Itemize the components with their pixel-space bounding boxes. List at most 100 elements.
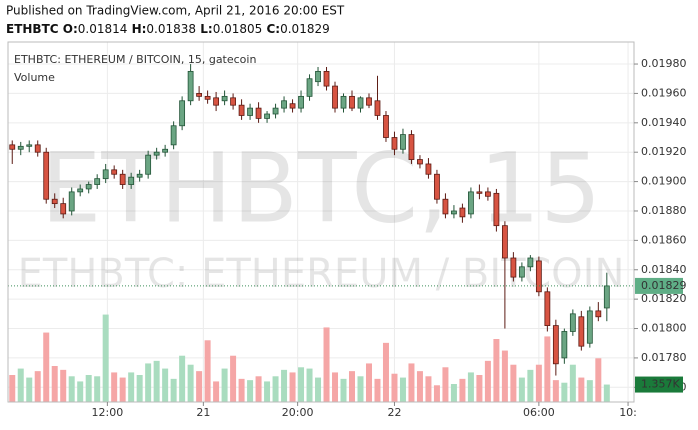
candle-body: [136, 173, 143, 178]
volume-title: Volume: [14, 71, 55, 84]
candle-body: [366, 97, 372, 106]
volume-bar: [586, 380, 593, 402]
candle-body: [170, 125, 177, 146]
x-tick-label: 21: [196, 406, 210, 419]
x-tick-label: 20:00: [282, 406, 314, 419]
candle-body: [501, 225, 508, 259]
volume-bar: [552, 380, 559, 402]
candle-body: [340, 95, 347, 109]
volume-pane: [9, 314, 610, 402]
volume-bar: [315, 377, 322, 402]
candle-body: [119, 173, 126, 185]
volume-bar: [476, 375, 483, 402]
candle-body: [77, 188, 84, 193]
candle-body: [51, 198, 58, 205]
volume-bar: [145, 363, 152, 402]
low-value: 0.01805: [213, 22, 263, 36]
volume-bar: [34, 371, 41, 402]
y-tick-label: 0.01920: [641, 145, 687, 158]
candle-body: [578, 316, 585, 347]
volume-bar: [433, 385, 440, 402]
candle-body: [383, 115, 389, 138]
close-value: 0.01829: [280, 22, 330, 36]
volume-bar: [153, 360, 160, 402]
volume-bar: [416, 371, 423, 402]
candle-body: [349, 95, 355, 109]
candle-body: [221, 95, 228, 102]
volume-bar: [510, 364, 517, 402]
candle-body: [34, 144, 41, 153]
candle-body: [230, 97, 236, 106]
volume-bar: [425, 376, 432, 402]
volume-bar: [544, 336, 551, 402]
candle-body: [527, 257, 534, 268]
volume-bar: [391, 373, 398, 402]
candle-body: [476, 191, 483, 194]
candle-body: [510, 257, 517, 278]
volume-bar: [9, 375, 16, 402]
candle-body: [408, 134, 415, 160]
volume-bar: [264, 381, 271, 402]
candle-body: [485, 191, 491, 197]
volume-bar: [94, 376, 101, 402]
candle-body: [552, 325, 559, 365]
volume-bar: [187, 364, 194, 402]
volume-bar: [501, 350, 508, 402]
candle-body: [374, 100, 381, 116]
candle-body: [111, 169, 118, 175]
candle-body: [145, 154, 152, 175]
volume-bar: [467, 372, 474, 402]
candle-body: [451, 210, 457, 215]
volume-bar: [51, 366, 58, 402]
y-tick-label: 0.01780: [641, 351, 687, 364]
volume-bar: [349, 371, 356, 402]
volume-bar: [255, 376, 262, 402]
candle-body: [196, 93, 203, 97]
y-tick-label: 0.01800: [641, 322, 687, 335]
candle-body: [94, 178, 101, 185]
symbol: ETHBTC: [6, 22, 59, 36]
candles: [8, 64, 634, 376]
candle-body: [60, 203, 67, 215]
candle-body: [289, 103, 296, 109]
low-label: L:: [200, 22, 212, 36]
candle-body: [17, 145, 24, 150]
grid: [8, 42, 634, 402]
candle-body: [332, 85, 338, 109]
high-label: H:: [132, 22, 147, 36]
volume-bar: [450, 384, 457, 402]
candle-body: [128, 176, 135, 185]
candle-body: [323, 70, 330, 87]
ohlc-header: ETHBTC O:0.01814 H:0.01838 L:0.01805 C:0…: [6, 22, 330, 36]
open-label: O:: [63, 22, 78, 36]
candle-body: [306, 78, 313, 97]
volume-bar: [298, 367, 305, 402]
volume-bar: [162, 368, 169, 402]
candle-body: [238, 104, 245, 116]
volume-bar: [128, 372, 135, 402]
volume-bar: [102, 314, 109, 402]
volume-bar: [17, 368, 24, 402]
volume-bar: [68, 376, 75, 402]
volume-bar: [247, 380, 254, 402]
candle-body: [417, 159, 423, 165]
volume-bar: [340, 378, 347, 402]
candle-body: [281, 100, 287, 109]
volume-bar: [119, 377, 126, 402]
volume-bar: [527, 369, 534, 402]
candle-body: [68, 191, 75, 212]
axes: 0.017600.017800.018000.018200.018400.018…: [92, 57, 687, 419]
volume-bar: [77, 381, 84, 402]
last-price-tag: [635, 277, 683, 294]
volume-bar: [230, 355, 237, 402]
candle-body: [357, 97, 364, 109]
candle-body: [535, 260, 542, 293]
published-note: Published on TradingView.com, April 21, …: [6, 4, 345, 18]
candle-body: [204, 95, 211, 100]
volume-bar: [170, 378, 177, 402]
y-tick-label: 0.01900: [641, 175, 687, 188]
close-label: C:: [267, 22, 281, 36]
high-value: 0.01838: [146, 22, 196, 36]
volume-bar: [85, 375, 92, 402]
candle-body: [459, 207, 466, 218]
